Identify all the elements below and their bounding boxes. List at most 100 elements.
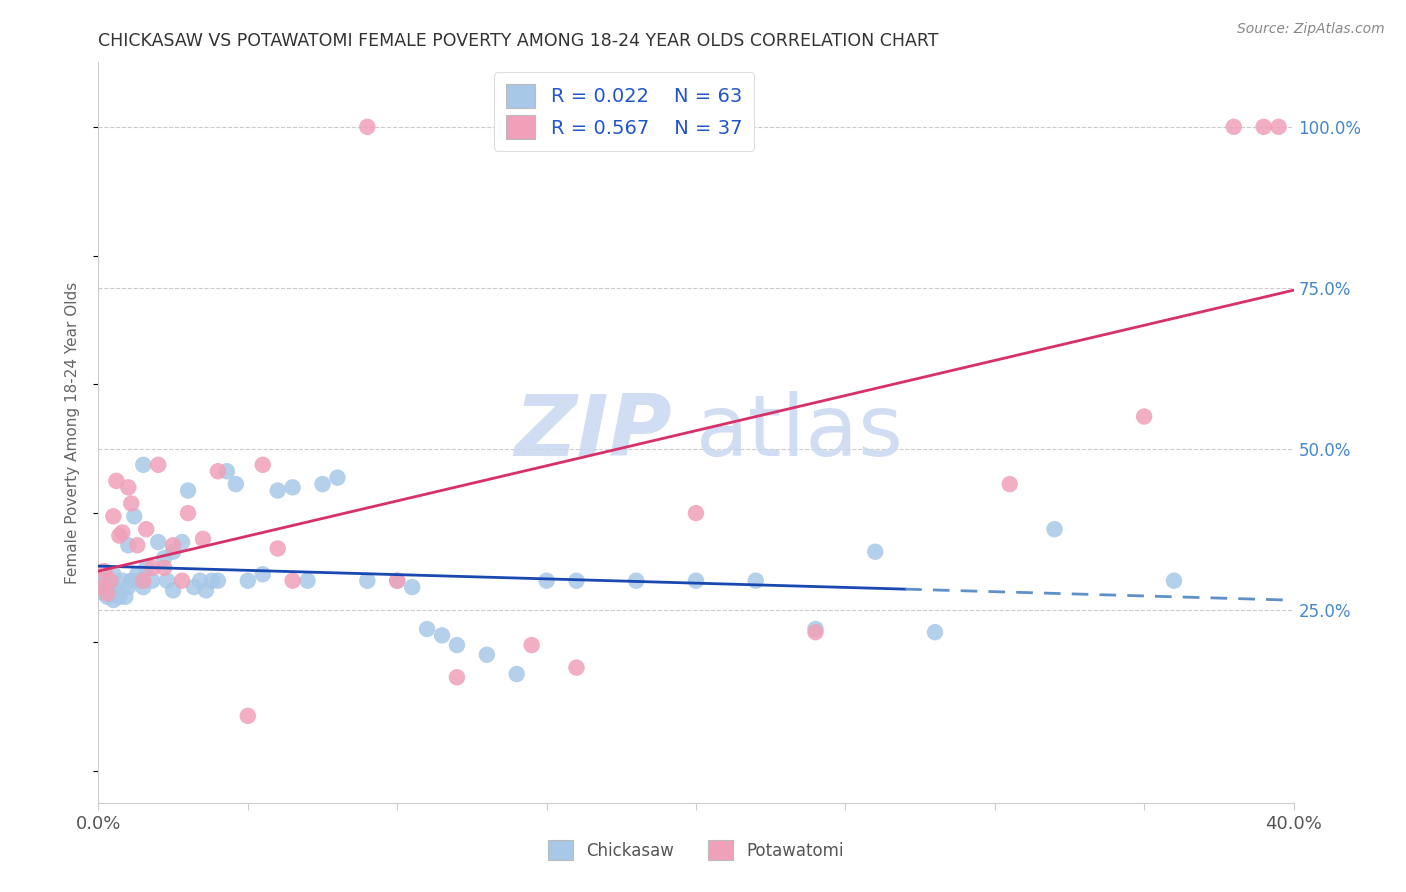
Point — [1163, 574, 1185, 588]
Point — [191, 532, 214, 546]
Point — [90, 580, 112, 594]
Point — [111, 525, 134, 540]
Point — [446, 670, 468, 684]
Point — [267, 483, 290, 498]
Point — [90, 574, 112, 588]
Point — [401, 580, 423, 594]
Point — [153, 561, 176, 575]
Point — [127, 567, 149, 582]
Point — [153, 551, 176, 566]
Point — [1043, 522, 1066, 536]
Y-axis label: Female Poverty Among 18-24 Year Olds: Female Poverty Among 18-24 Year Olds — [65, 282, 80, 583]
Point — [129, 574, 152, 588]
Point — [120, 574, 142, 588]
Point — [148, 535, 170, 549]
Point — [236, 709, 259, 723]
Point — [93, 574, 115, 588]
Point — [162, 583, 184, 598]
Point — [93, 564, 115, 578]
Point — [626, 574, 648, 588]
Point — [162, 538, 184, 552]
Point — [201, 574, 224, 588]
Point — [506, 667, 529, 681]
Point — [430, 628, 453, 642]
Point — [685, 574, 707, 588]
Point — [141, 561, 163, 575]
Point — [281, 574, 304, 588]
Point — [225, 477, 247, 491]
Point — [183, 580, 205, 594]
Point — [132, 574, 155, 588]
Point — [148, 458, 170, 472]
Point — [446, 638, 468, 652]
Point — [281, 480, 304, 494]
Point — [385, 574, 409, 588]
Text: CHICKASAW VS POTAWATOMI FEMALE POVERTY AMONG 18-24 YEAR OLDS CORRELATION CHART: CHICKASAW VS POTAWATOMI FEMALE POVERTY A… — [98, 32, 939, 50]
Point — [103, 509, 125, 524]
Point — [804, 622, 827, 636]
Point — [685, 506, 707, 520]
Point — [520, 638, 543, 652]
Point — [111, 574, 134, 588]
Point — [132, 458, 155, 472]
Point — [1133, 409, 1156, 424]
Point — [98, 583, 122, 598]
Point — [252, 458, 274, 472]
Point — [90, 583, 112, 598]
Point — [117, 580, 139, 594]
Point — [96, 586, 118, 600]
Point — [297, 574, 319, 588]
Point — [93, 586, 115, 600]
Point — [98, 574, 122, 588]
Point — [103, 567, 125, 582]
Point — [105, 583, 128, 598]
Point — [177, 506, 200, 520]
Point — [103, 593, 125, 607]
Point — [924, 625, 946, 640]
Point — [804, 625, 827, 640]
Point — [536, 574, 558, 588]
Point — [117, 480, 139, 494]
Point — [96, 574, 118, 588]
Point — [98, 574, 122, 588]
Point — [565, 574, 588, 588]
Point — [135, 561, 157, 575]
Point — [114, 590, 136, 604]
Point — [120, 496, 142, 510]
Point — [1267, 120, 1289, 134]
Point — [156, 574, 179, 588]
Point — [172, 574, 194, 588]
Point — [565, 660, 588, 674]
Point — [117, 538, 139, 552]
Point — [96, 590, 118, 604]
Point — [865, 545, 887, 559]
Point — [745, 574, 768, 588]
Point — [475, 648, 498, 662]
Point — [132, 580, 155, 594]
Point — [252, 567, 274, 582]
Point — [311, 477, 333, 491]
Point — [108, 590, 131, 604]
Point — [998, 477, 1021, 491]
Point — [356, 574, 378, 588]
Point — [416, 622, 439, 636]
Point — [108, 528, 131, 542]
Legend: Chickasaw, Potawatomi: Chickasaw, Potawatomi — [540, 831, 852, 869]
Point — [207, 574, 229, 588]
Point — [236, 574, 259, 588]
Point — [124, 509, 146, 524]
Point — [172, 535, 194, 549]
Point — [385, 574, 409, 588]
Point — [195, 583, 218, 598]
Point — [127, 538, 149, 552]
Text: atlas: atlas — [696, 391, 904, 475]
Point — [188, 574, 211, 588]
Point — [356, 120, 378, 134]
Text: ZIP: ZIP — [515, 391, 672, 475]
Point — [141, 574, 163, 588]
Point — [162, 545, 184, 559]
Point — [177, 483, 200, 498]
Point — [207, 464, 229, 478]
Point — [215, 464, 238, 478]
Point — [135, 522, 157, 536]
